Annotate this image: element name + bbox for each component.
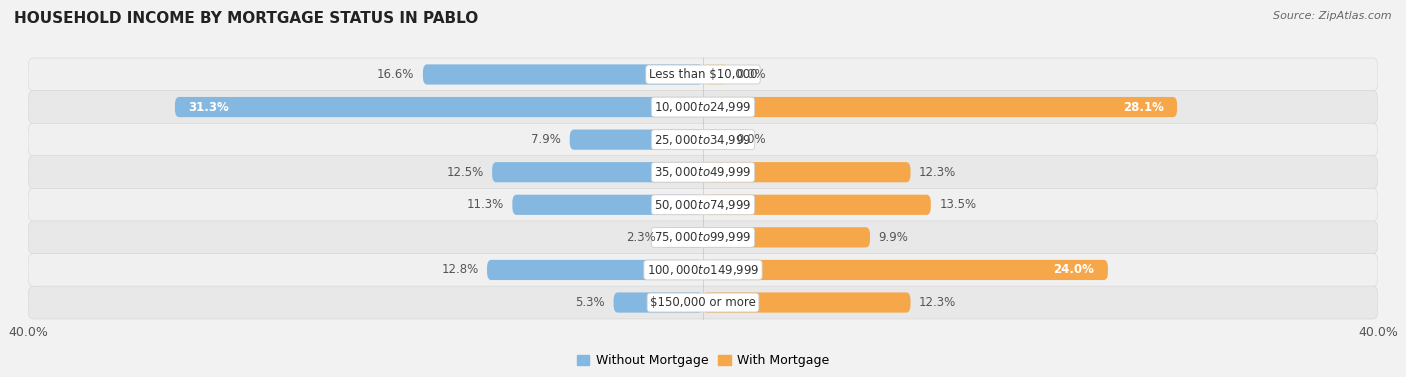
FancyBboxPatch shape [703, 293, 911, 313]
FancyBboxPatch shape [28, 58, 1378, 91]
Text: 7.9%: 7.9% [531, 133, 561, 146]
Text: 24.0%: 24.0% [1053, 264, 1094, 276]
FancyBboxPatch shape [512, 195, 703, 215]
Text: $25,000 to $34,999: $25,000 to $34,999 [654, 133, 752, 147]
FancyBboxPatch shape [613, 293, 703, 313]
FancyBboxPatch shape [28, 286, 1378, 319]
FancyBboxPatch shape [28, 123, 1378, 156]
Text: 13.5%: 13.5% [939, 198, 976, 211]
FancyBboxPatch shape [703, 162, 911, 182]
FancyBboxPatch shape [703, 195, 931, 215]
Text: 2.3%: 2.3% [626, 231, 655, 244]
FancyBboxPatch shape [703, 64, 728, 84]
Text: 16.6%: 16.6% [377, 68, 415, 81]
FancyBboxPatch shape [703, 227, 870, 247]
Text: Source: ZipAtlas.com: Source: ZipAtlas.com [1274, 11, 1392, 21]
FancyBboxPatch shape [703, 97, 1177, 117]
Text: $50,000 to $74,999: $50,000 to $74,999 [654, 198, 752, 212]
Text: 0.0%: 0.0% [737, 68, 766, 81]
FancyBboxPatch shape [28, 253, 1378, 287]
Text: 12.5%: 12.5% [447, 166, 484, 179]
Text: 5.3%: 5.3% [575, 296, 605, 309]
Text: $35,000 to $49,999: $35,000 to $49,999 [654, 165, 752, 179]
FancyBboxPatch shape [28, 90, 1378, 124]
FancyBboxPatch shape [28, 221, 1378, 254]
FancyBboxPatch shape [569, 130, 703, 150]
FancyBboxPatch shape [703, 130, 728, 150]
Legend: Without Mortgage, With Mortgage: Without Mortgage, With Mortgage [572, 349, 834, 372]
Text: 12.8%: 12.8% [441, 264, 478, 276]
Text: 9.9%: 9.9% [879, 231, 908, 244]
Text: $75,000 to $99,999: $75,000 to $99,999 [654, 230, 752, 244]
FancyBboxPatch shape [28, 188, 1378, 221]
Text: HOUSEHOLD INCOME BY MORTGAGE STATUS IN PABLO: HOUSEHOLD INCOME BY MORTGAGE STATUS IN P… [14, 11, 478, 26]
Text: Less than $10,000: Less than $10,000 [648, 68, 758, 81]
FancyBboxPatch shape [492, 162, 703, 182]
FancyBboxPatch shape [664, 227, 703, 247]
Text: 28.1%: 28.1% [1123, 101, 1164, 113]
Text: $10,000 to $24,999: $10,000 to $24,999 [654, 100, 752, 114]
FancyBboxPatch shape [703, 260, 1108, 280]
Text: 12.3%: 12.3% [920, 296, 956, 309]
FancyBboxPatch shape [486, 260, 703, 280]
FancyBboxPatch shape [174, 97, 703, 117]
Text: 0.0%: 0.0% [737, 133, 766, 146]
FancyBboxPatch shape [28, 156, 1378, 188]
Text: 12.3%: 12.3% [920, 166, 956, 179]
Text: $150,000 or more: $150,000 or more [650, 296, 756, 309]
Text: $100,000 to $149,999: $100,000 to $149,999 [647, 263, 759, 277]
Text: 31.3%: 31.3% [188, 101, 229, 113]
Text: 11.3%: 11.3% [467, 198, 503, 211]
FancyBboxPatch shape [423, 64, 703, 84]
